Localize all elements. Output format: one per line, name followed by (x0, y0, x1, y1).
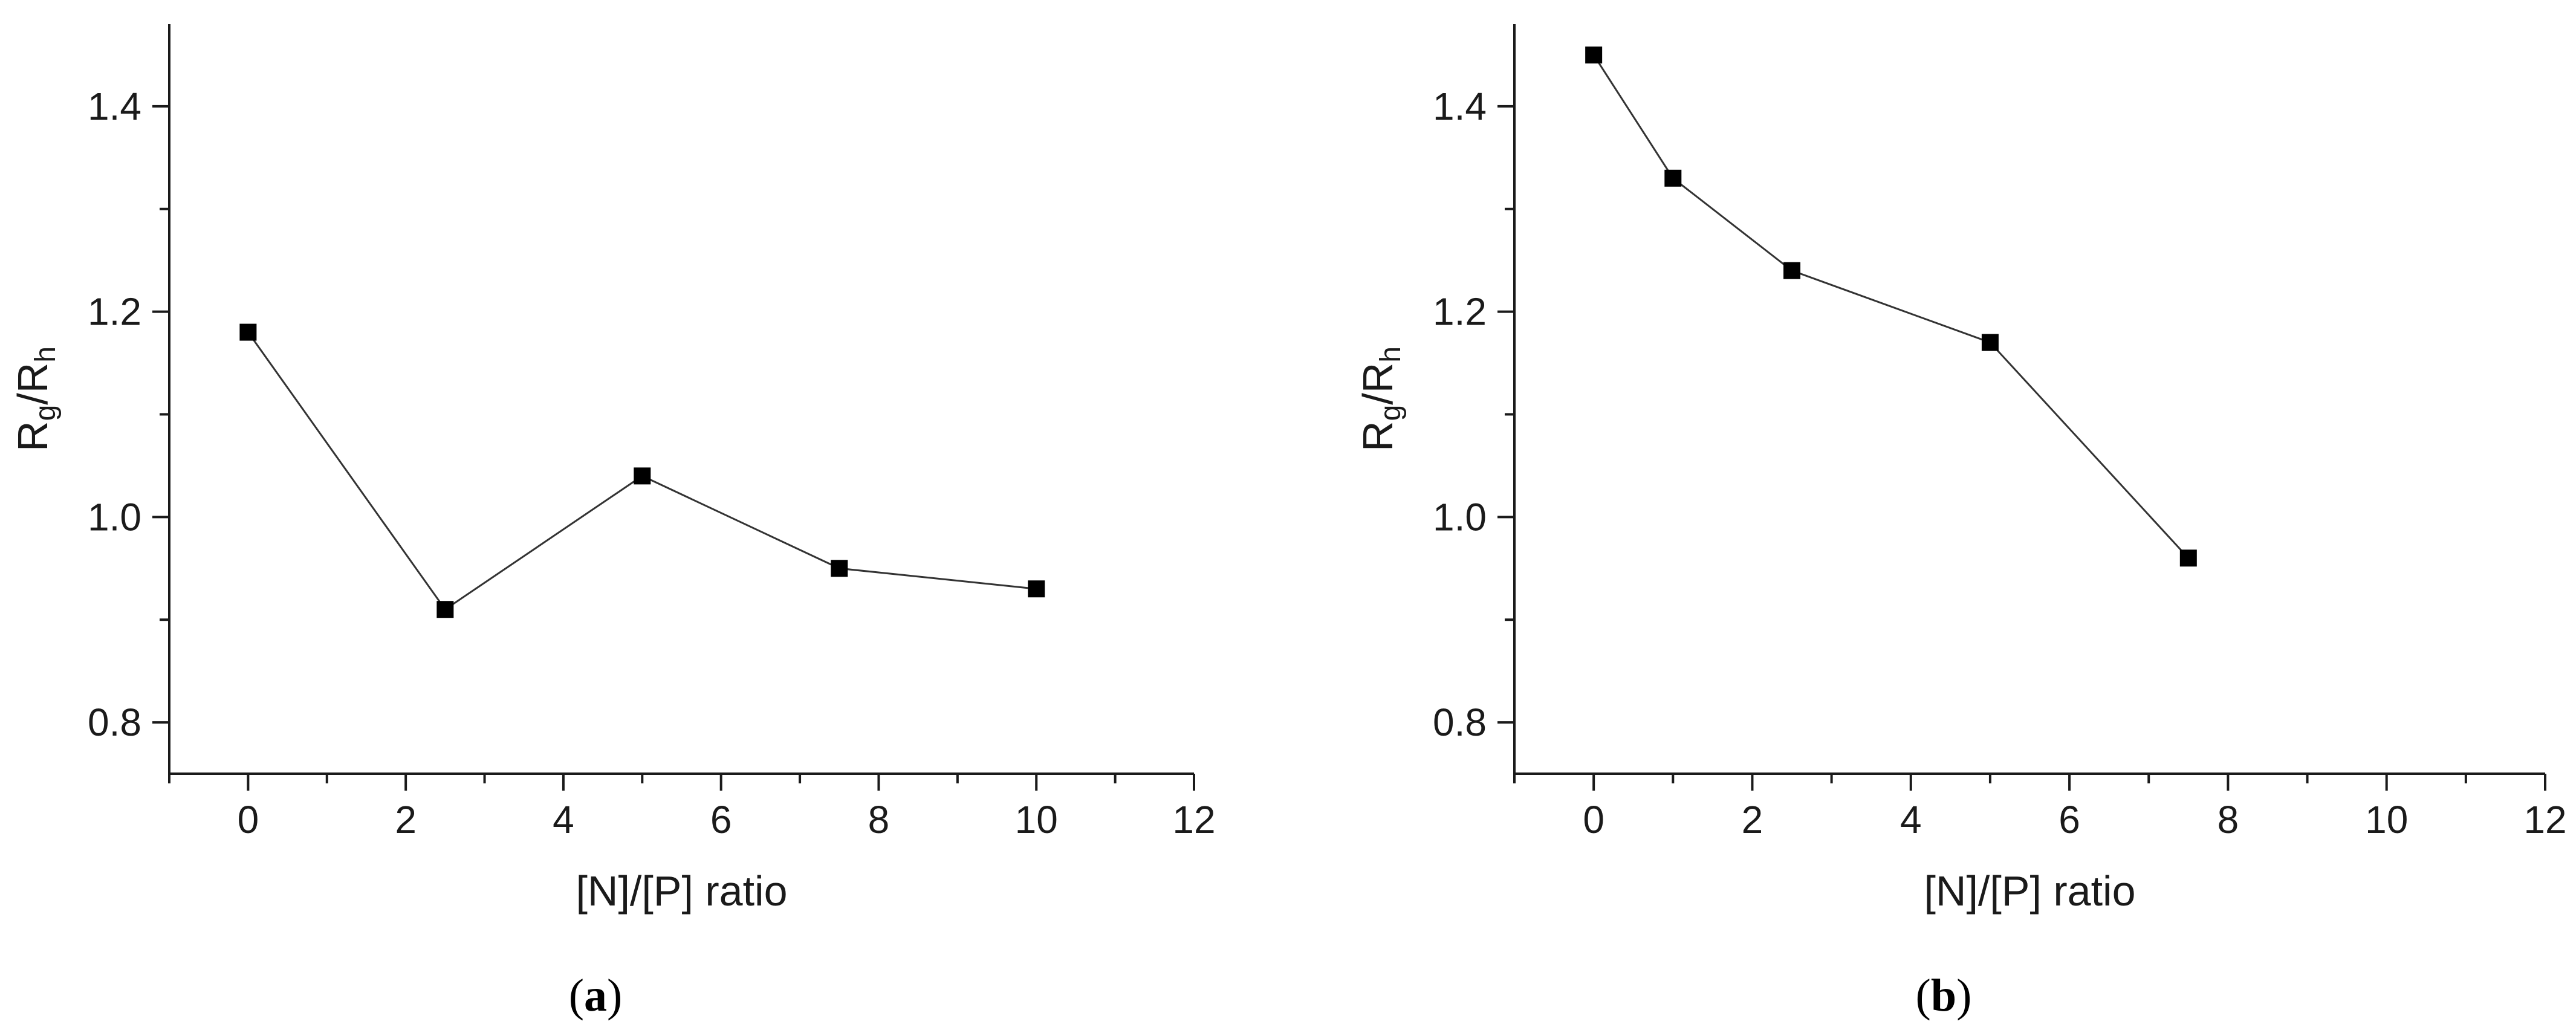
x-tick-label: 12 (1172, 798, 1215, 841)
y-axis-title-subscript: h (1375, 346, 1407, 363)
data-point-marker (2179, 549, 2197, 567)
x-tick-label: 6 (2059, 798, 2080, 841)
y-axis-title-subscript: h (30, 346, 62, 363)
data-point-marker (1981, 334, 1999, 351)
chart-panel-b: 0 2 4 6 8 10 12 0.8 1.0 1.2 1.4 [N]/[P] ratio Rg/Rh (… (1354, 24, 2567, 1021)
data-point-marker (239, 323, 257, 341)
y-axis-title-subscript: g (1375, 405, 1407, 421)
x-tick-label: 12 (2523, 798, 2566, 841)
data-point-marker (831, 560, 848, 577)
y-tick-label: 0.8 (88, 701, 141, 744)
y-tick-label: 1.4 (88, 85, 141, 128)
x-tick-label: 8 (868, 798, 890, 841)
x-tick-label: 0 (1583, 798, 1604, 841)
y-tick-label: 0.8 (1433, 701, 1487, 744)
data-point-marker (1664, 169, 1682, 187)
series-line (1592, 54, 2189, 559)
panel-label: (b) (1916, 970, 1972, 1021)
x-axis-title: [N]/[P] ratio (1924, 867, 2135, 915)
y-axis-title-subscript: g (30, 405, 62, 421)
y-axis-title-text: R (9, 421, 56, 452)
data-point-marker (436, 601, 454, 618)
data-point-marker (1585, 46, 1603, 63)
x-tick-label: 10 (1015, 798, 1058, 841)
data-point-marker (1028, 580, 1045, 598)
x-tick-label: 8 (2218, 798, 2239, 841)
data-point-marker (1783, 262, 1801, 279)
panel-label: (a) (569, 970, 623, 1021)
y-tick-label: 1.4 (1433, 85, 1487, 128)
x-tick-label: 0 (238, 798, 259, 841)
y-tick-label: 1.2 (88, 290, 141, 334)
x-tick-label: 10 (2365, 798, 2408, 841)
y-axis-title: Rg/Rh (9, 346, 62, 452)
x-axis-title: [N]/[P] ratio (576, 867, 787, 915)
y-axis-title: Rg/Rh (1354, 346, 1407, 452)
y-tick-label: 1.0 (88, 495, 141, 539)
chart-panel-a: 0 2 4 6 8 10 12 0.8 1.0 1.2 1.4 [N]/[P] ratio Rg/Rh (… (9, 24, 1216, 1021)
y-axis-title-text: /R (1354, 363, 1401, 405)
x-tick-label: 6 (710, 798, 732, 841)
y-axis-title-text: /R (9, 363, 56, 405)
x-tick-label: 4 (553, 798, 574, 841)
y-tick-label: 1.0 (1433, 495, 1487, 539)
data-point-marker (634, 467, 651, 485)
y-tick-label: 1.2 (1433, 290, 1487, 334)
x-tick-label: 4 (1900, 798, 1922, 841)
x-tick-label: 2 (395, 798, 417, 841)
x-tick-label: 2 (1742, 798, 1763, 841)
y-axis-title-text: R (1354, 421, 1401, 452)
